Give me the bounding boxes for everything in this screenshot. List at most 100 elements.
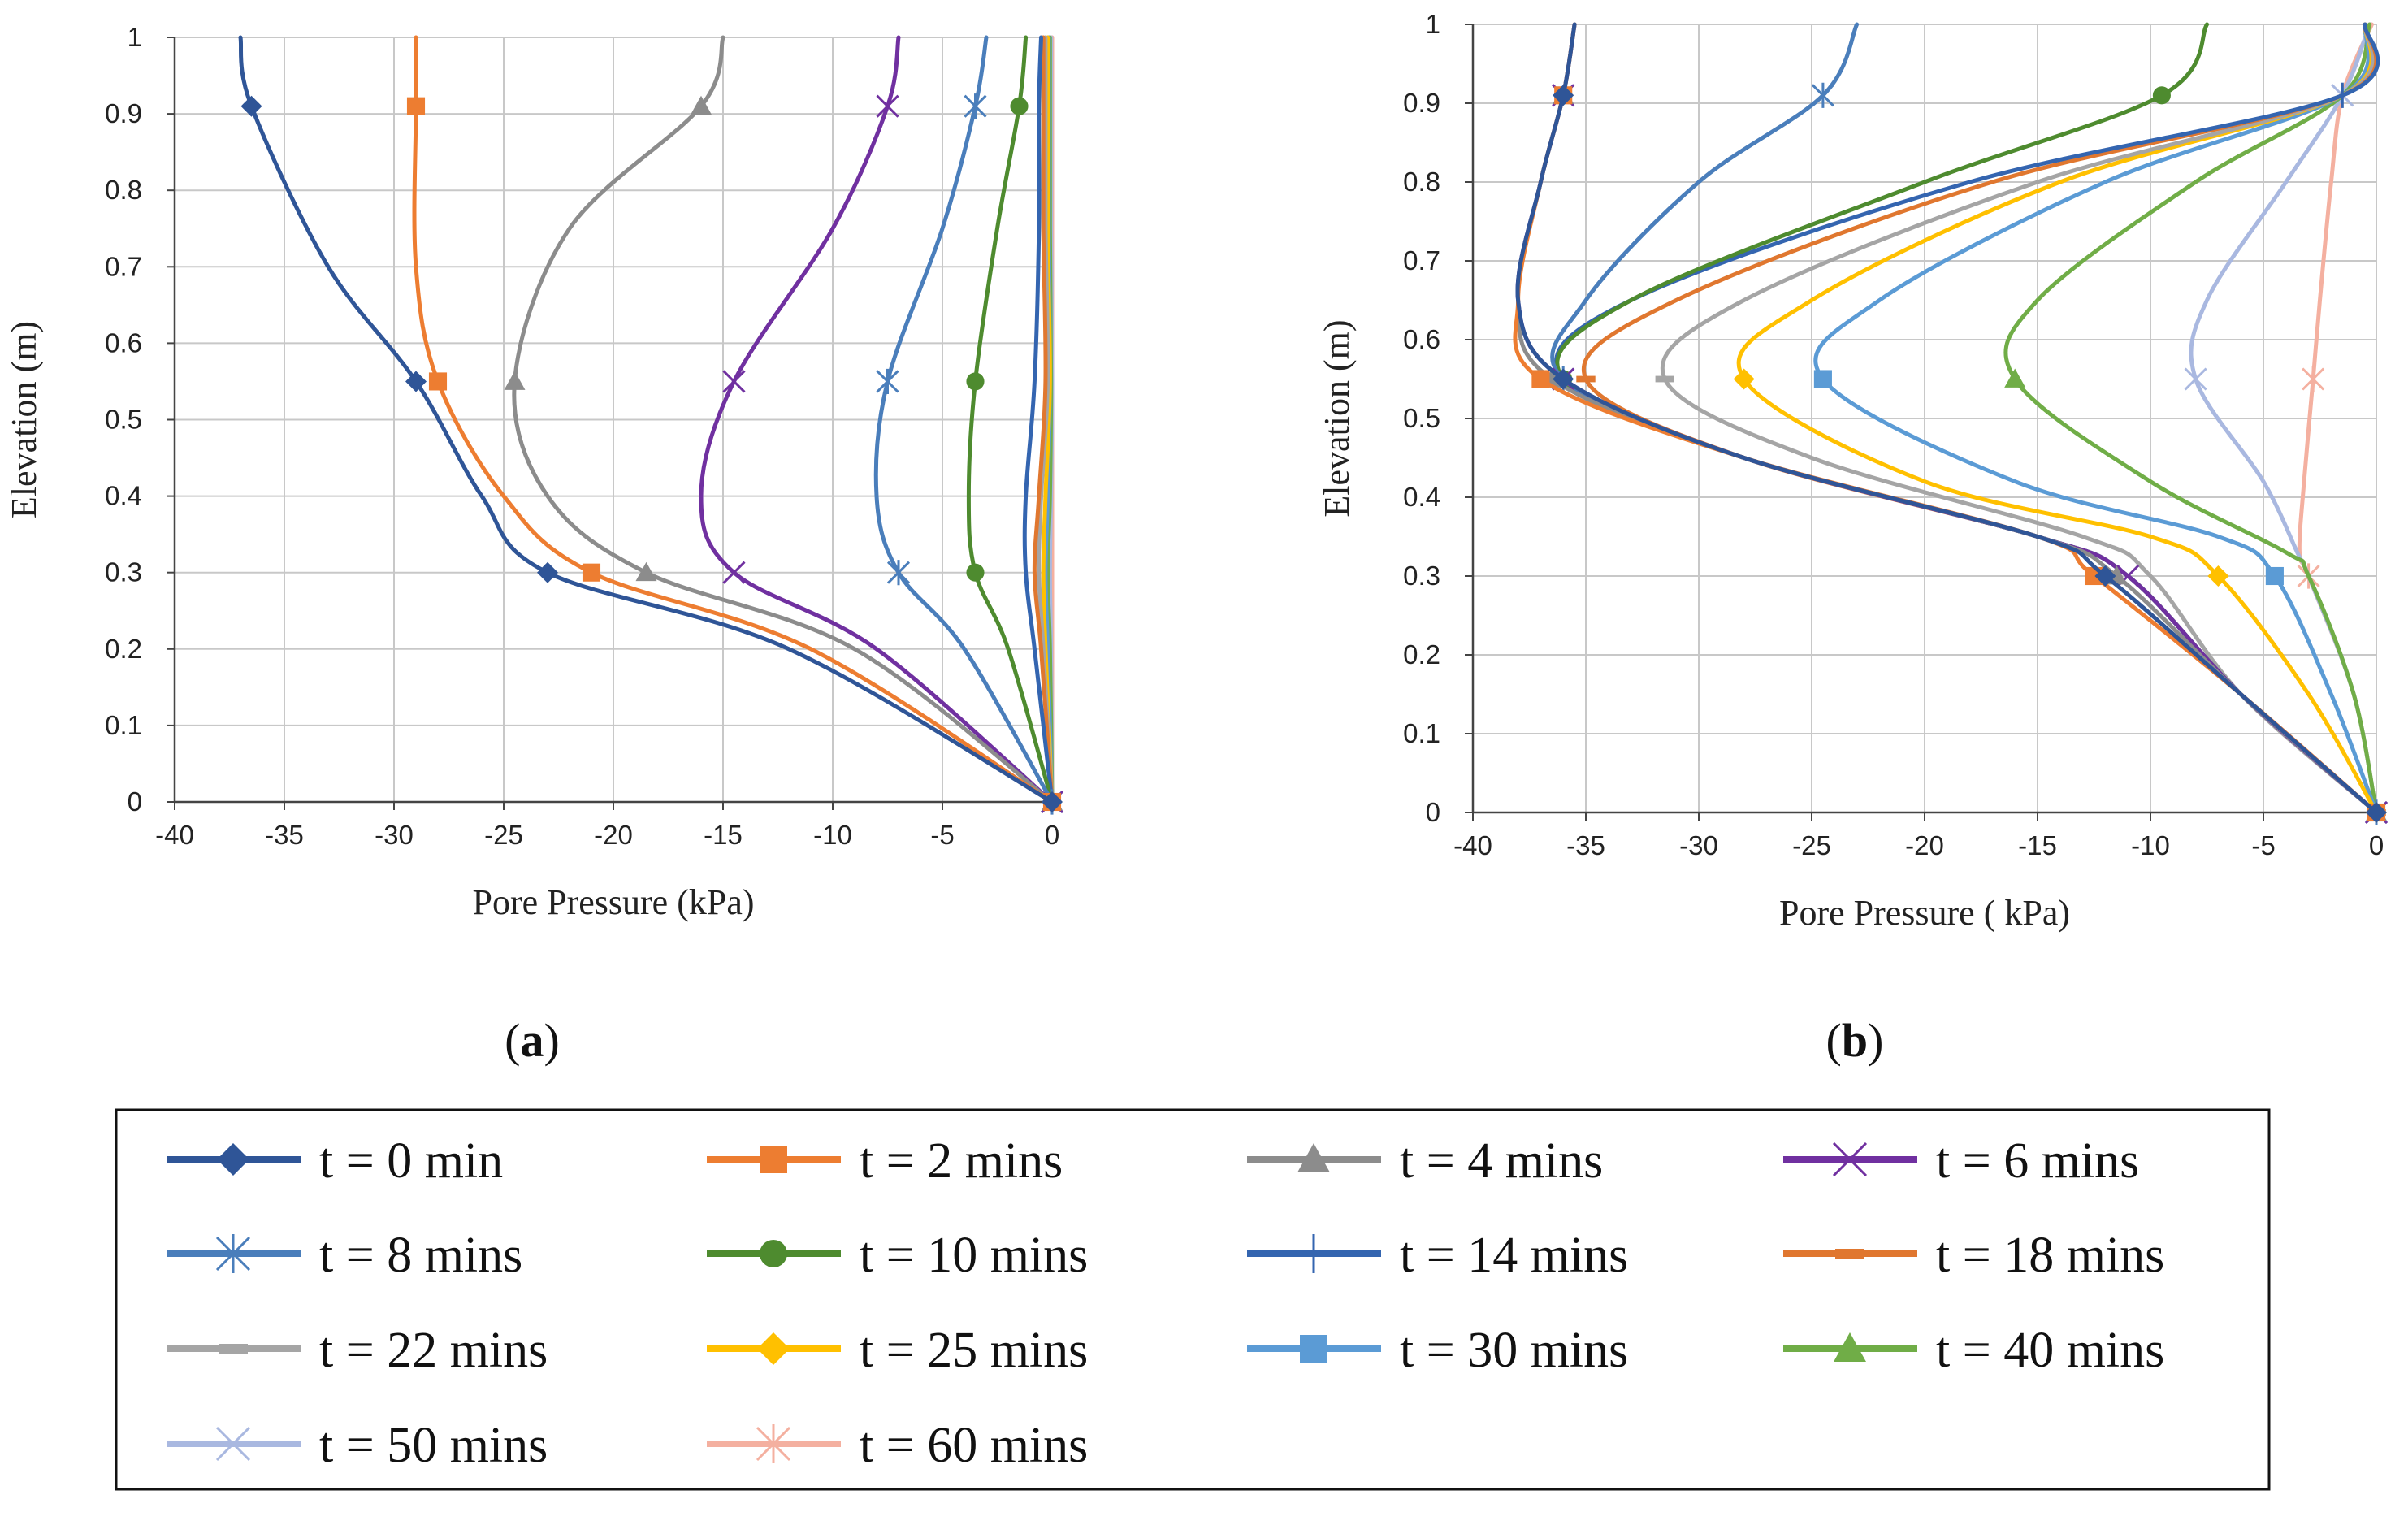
x-tick-label: -30 <box>1679 830 1718 860</box>
legend-item: t = 50 mins <box>167 1418 548 1473</box>
y-tick-label: 0 <box>128 786 142 817</box>
x-tick-label: -35 <box>1566 830 1605 860</box>
data-point <box>504 370 526 390</box>
x-tick-label: 0 <box>1045 820 1059 850</box>
data-point <box>405 370 427 392</box>
x-tick-label: -35 <box>265 820 304 850</box>
legend-marker <box>215 1426 251 1462</box>
x-tick-label: -15 <box>2018 830 2057 860</box>
data-point <box>1553 84 1574 106</box>
legend-marker <box>219 1344 248 1354</box>
y-axis-label: Elevation (m) <box>4 321 44 518</box>
x-tick-label: -10 <box>813 820 852 850</box>
data-point <box>406 97 426 115</box>
x-tick-label: -20 <box>1905 830 1944 860</box>
y-tick-label: 0.1 <box>1403 718 1440 748</box>
y-tick-label: 0.6 <box>105 327 142 358</box>
legend-marker <box>756 1424 791 1463</box>
legend-item: t = 0 min <box>167 1133 503 1189</box>
x-tick-label: -15 <box>704 820 743 850</box>
series-line <box>1041 35 1055 804</box>
x-tick-label: -20 <box>594 820 633 850</box>
y-tick-label: 0.4 <box>1403 482 1440 512</box>
series-line <box>1736 22 2379 815</box>
series-line <box>1022 35 1055 804</box>
legend-label: t = 10 mins <box>860 1228 1088 1283</box>
legend-item: t = 18 mins <box>1783 1228 2164 1283</box>
y-tick-label: 0.9 <box>1403 88 1440 118</box>
data-point <box>964 93 987 119</box>
y-tick-label: 1 <box>1426 9 1440 39</box>
legend-label: t = 50 mins <box>319 1418 548 1473</box>
series-line <box>699 35 1055 804</box>
legend-item: t = 8 mins <box>167 1228 522 1283</box>
legend-item: t = 22 mins <box>167 1323 548 1378</box>
legend-label: t = 22 mins <box>319 1323 548 1378</box>
legend-border <box>115 1108 2271 1491</box>
series-t-22-mins <box>1037 35 1055 804</box>
data-point <box>1655 375 1674 383</box>
x-tick-label: -5 <box>930 820 954 850</box>
legend-item: t = 30 mins <box>1247 1323 1628 1378</box>
x-tick-label: -25 <box>484 820 523 850</box>
legend-label: t = 30 mins <box>1400 1323 1628 1378</box>
legend-label: t = 14 mins <box>1400 1228 1628 1283</box>
y-tick-label: 1 <box>128 22 142 52</box>
data-point <box>1553 368 1574 390</box>
data-point <box>2207 566 2229 587</box>
data-point <box>966 372 985 391</box>
data-point <box>2094 566 2116 587</box>
legend-item: t = 14 mins <box>1247 1228 1628 1283</box>
legend-label: t = 8 mins <box>319 1228 522 1283</box>
legend-label: t = 6 mins <box>1936 1133 2139 1189</box>
x-tick-label: -5 <box>2251 830 2275 860</box>
y-tick-label: 0.8 <box>1403 167 1440 197</box>
legend: t = 0 min t = 2 mins t = 4 mins t = 6 mins t… <box>115 1108 2271 1491</box>
legend-marker <box>1300 1335 1327 1363</box>
y-tick-label: 0.8 <box>105 175 142 205</box>
data-point <box>722 561 746 584</box>
legend-marker <box>757 1332 790 1365</box>
y-tick-label: 0.6 <box>1403 324 1440 354</box>
legend-label: t = 25 mins <box>860 1323 1088 1378</box>
y-tick-label: 0 <box>1426 797 1440 827</box>
data-point <box>2152 86 2171 105</box>
series-line <box>966 35 1055 804</box>
series-t-0-min <box>238 35 1063 812</box>
data-point <box>1531 370 1550 388</box>
data-point <box>1576 375 1596 383</box>
x-tick-label: -40 <box>1453 830 1492 860</box>
series-t-4-mins <box>504 35 1063 811</box>
y-tick-label: 0.5 <box>1403 403 1440 433</box>
series-t-40-mins <box>2003 22 2387 821</box>
y-tick-label: 0.9 <box>105 98 142 128</box>
legend-item: t = 60 mins <box>707 1418 1088 1473</box>
legend-marker <box>1832 1142 1868 1177</box>
legend-item: t = 4 mins <box>1247 1133 1603 1189</box>
data-point <box>2184 367 2207 391</box>
data-point <box>722 370 746 393</box>
data-point <box>1010 97 1029 115</box>
x-tick-label: -25 <box>1792 830 1831 860</box>
series-line <box>873 35 1055 804</box>
series-t-18-mins <box>1032 35 1055 804</box>
data-point <box>635 561 657 582</box>
y-tick-label: 0.3 <box>105 557 142 587</box>
y-tick-label: 0.3 <box>1403 561 1440 591</box>
panel-a-letter: a <box>521 1014 544 1067</box>
legend-marker <box>760 1240 787 1268</box>
series-line <box>412 35 1055 804</box>
x-axis-label: Pore Pressure ( kPa) <box>1779 893 2070 933</box>
data-point <box>582 563 601 582</box>
legend-label: t = 18 mins <box>1936 1228 2164 1283</box>
series-line <box>512 35 1055 804</box>
legend-item: t = 10 mins <box>707 1228 1088 1283</box>
chart-b: -40 -35 -30 -25 -20 -15 -10 -5 0 0 0.1 0.2 0.3 0.4 0.5… <box>1317 9 2389 933</box>
series-t-22-mins <box>1655 22 2386 816</box>
legend-label: t = 2 mins <box>860 1133 1063 1189</box>
chart-a: -40 -35 -30 -25 -20 -15 -10 -5 0 0 0.1 0.2 0.3 0.4 0.5… <box>4 22 1064 922</box>
data-point <box>2302 366 2325 392</box>
series-line <box>2003 22 2379 815</box>
data-point <box>2004 368 2026 388</box>
legend-item: t = 40 mins <box>1783 1323 2164 1378</box>
